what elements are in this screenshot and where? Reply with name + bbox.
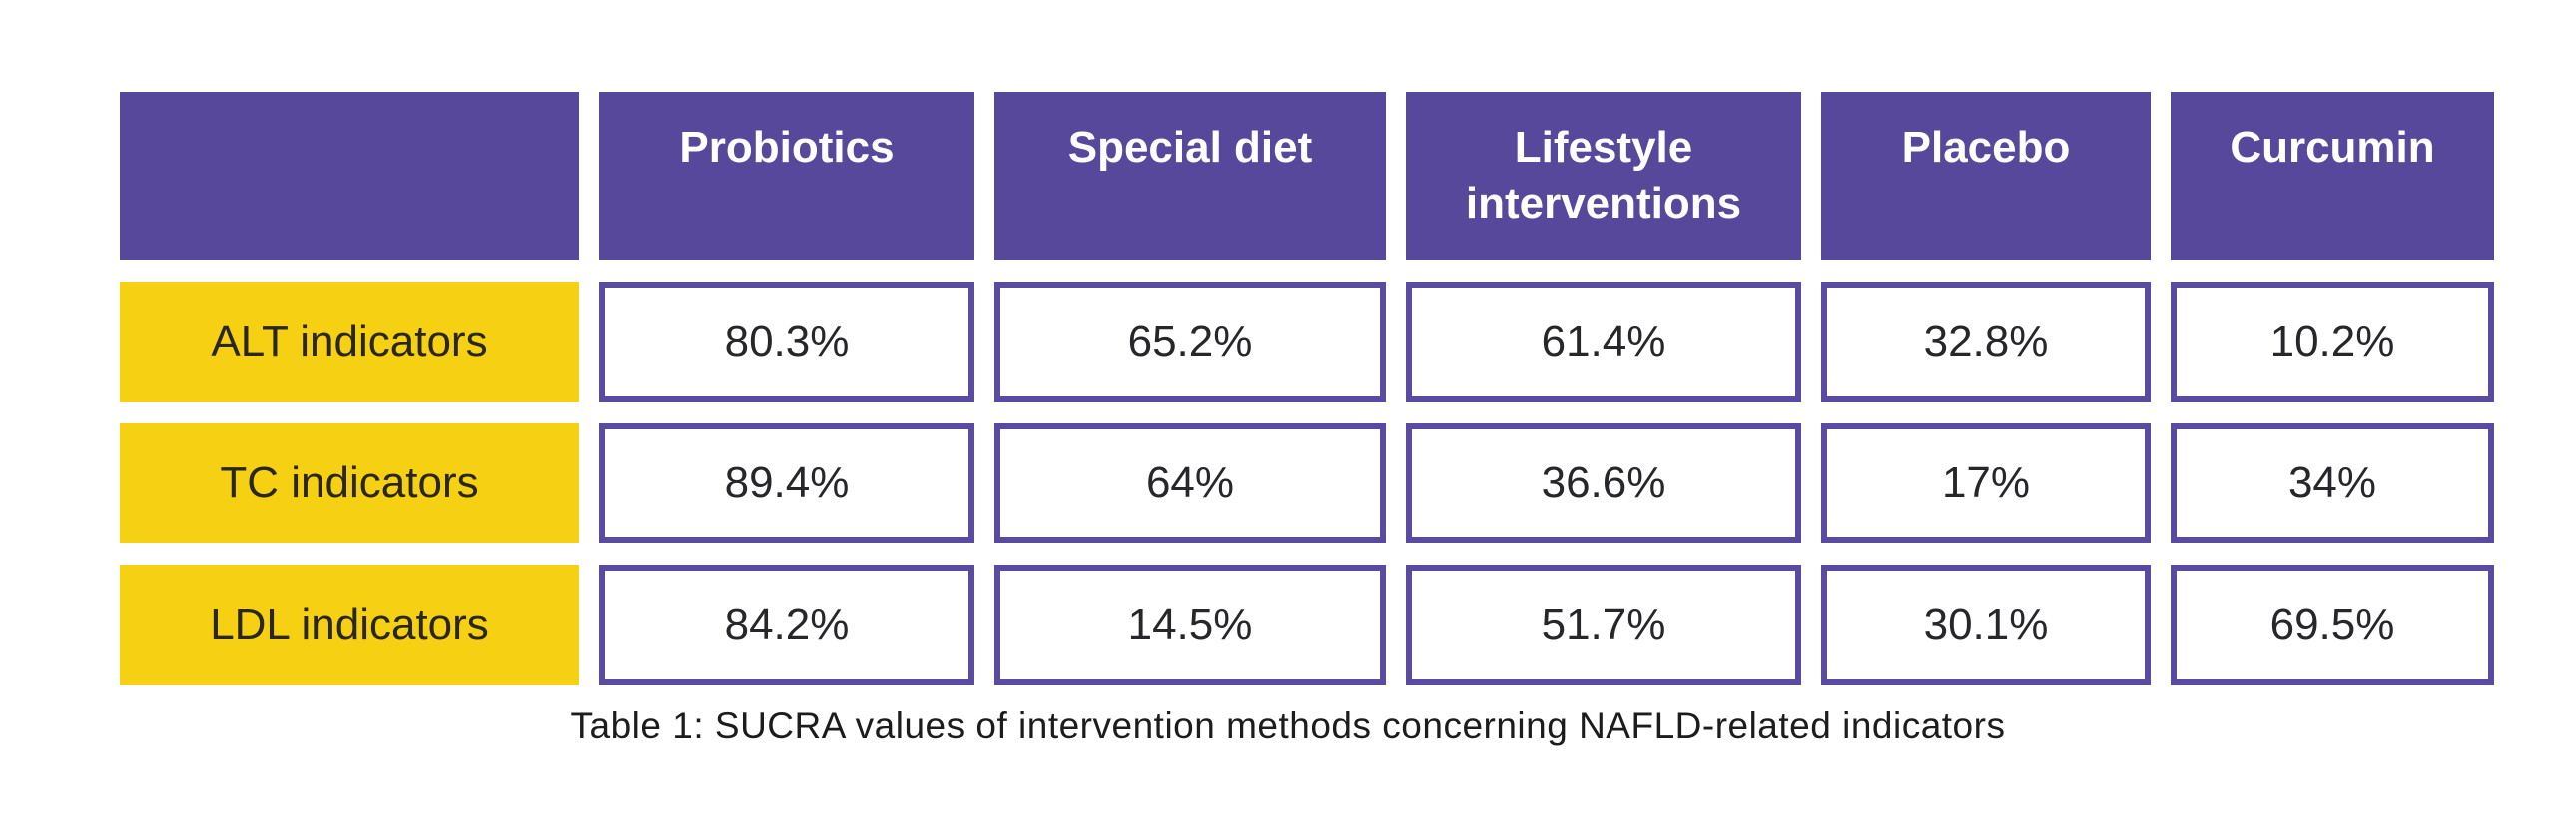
value-cell: 64% [994, 423, 1386, 543]
value-cell: 17% [1821, 423, 2151, 543]
value-cell: 30.1% [1821, 565, 2151, 685]
row-label: LDL indicators [120, 565, 579, 685]
corner-cell [120, 92, 579, 260]
column-header: Placebo [1821, 92, 2151, 260]
value-cell: 65.2% [994, 282, 1386, 402]
value-cell: 89.4% [599, 423, 974, 543]
value-cell: 32.8% [1821, 282, 2151, 402]
sucra-table: Probiotics Special diet Lifestyle interven… [120, 92, 2494, 685]
value-cell: 69.5% [2171, 565, 2494, 685]
table-caption: Table 1: SUCRA values of intervention me… [570, 705, 2006, 746]
row-label: TC indicators [120, 423, 579, 543]
column-header: Probiotics [599, 92, 974, 260]
value-cell: 84.2% [599, 565, 974, 685]
column-header: Lifestyle interventions [1406, 92, 1801, 260]
value-cell: 14.5% [994, 565, 1386, 685]
value-cell: 10.2% [2171, 282, 2494, 402]
row-label: ALT indicators [120, 282, 579, 402]
column-header: Special diet [994, 92, 1386, 260]
value-cell: 80.3% [599, 282, 974, 402]
value-cell: 34% [2171, 423, 2494, 543]
value-cell: 36.6% [1406, 423, 1801, 543]
column-header: Curcumin [2171, 92, 2494, 260]
value-cell: 61.4% [1406, 282, 1801, 402]
value-cell: 51.7% [1406, 565, 1801, 685]
